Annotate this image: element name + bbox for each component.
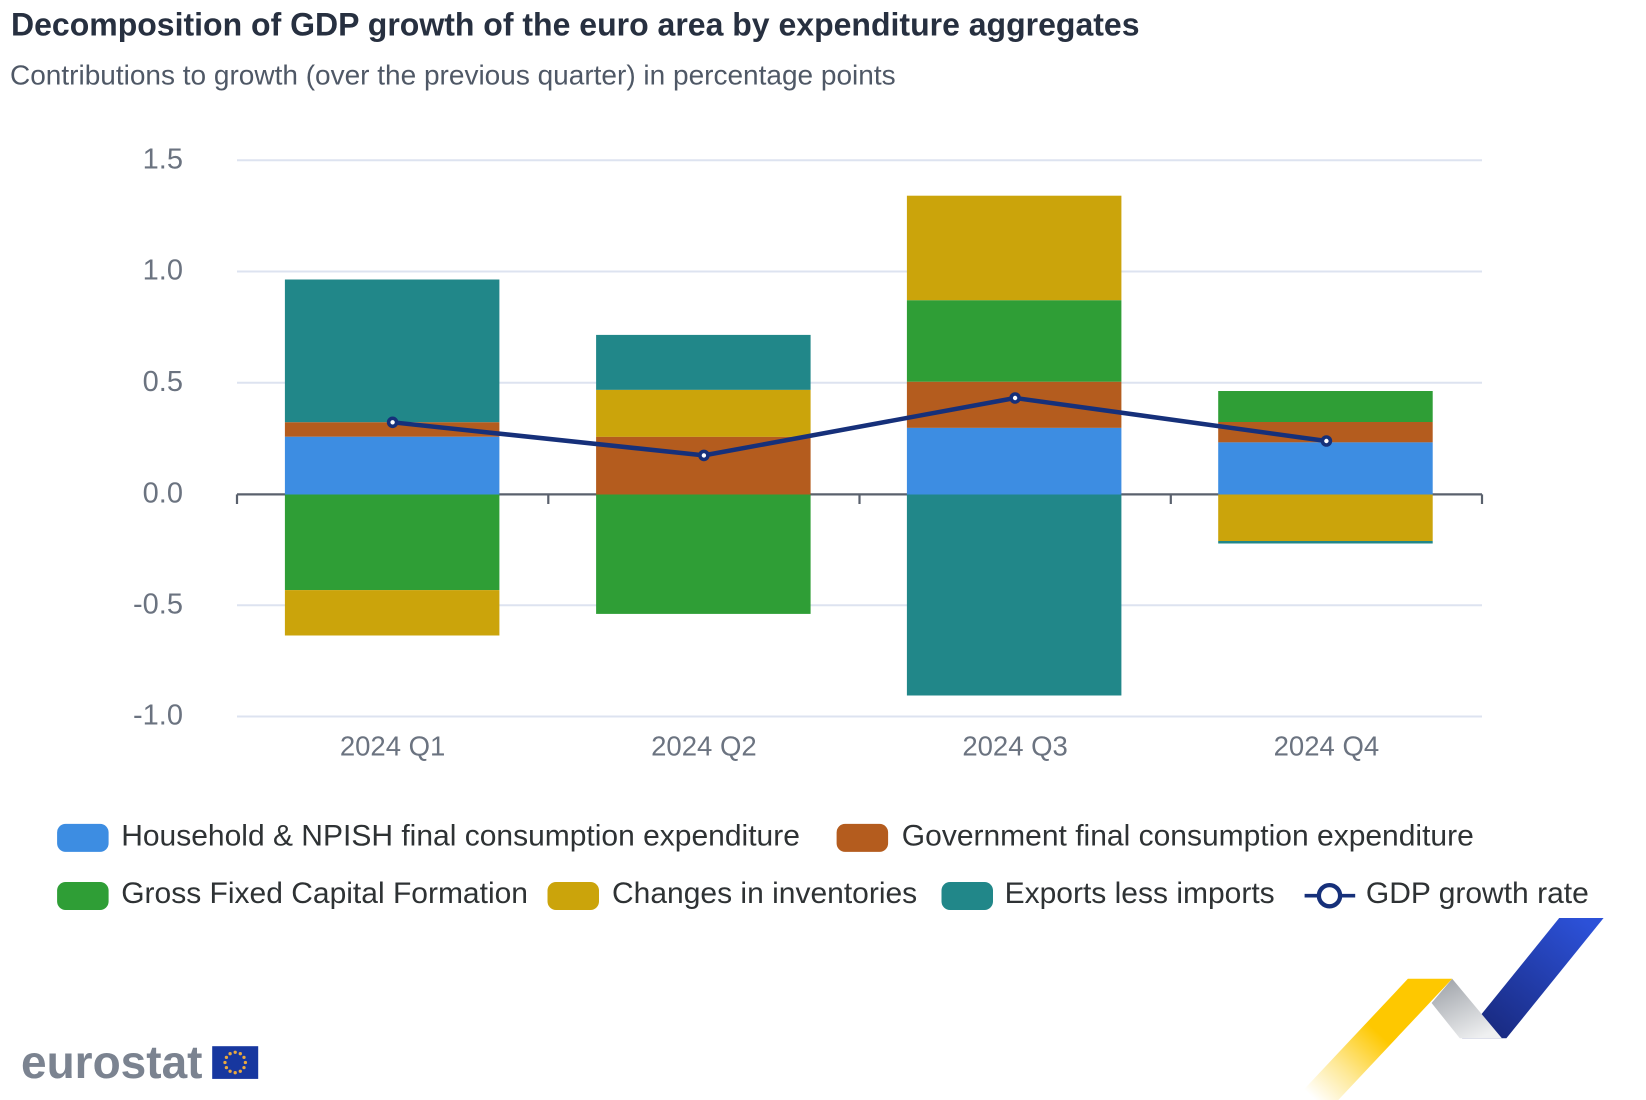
svg-text:1.0: 1.0	[143, 255, 183, 287]
svg-text:1.5: 1.5	[143, 143, 183, 175]
svg-text:Household & NPISH final consum: Household & NPISH final consumption expe…	[121, 819, 800, 852]
svg-text:2024 Q4: 2024 Q4	[1274, 731, 1380, 762]
svg-text:-1.0: -1.0	[133, 700, 183, 732]
svg-text:2024 Q2: 2024 Q2	[651, 731, 757, 762]
svg-text:Decomposition of GDP growth of: Decomposition of GDP growth of the euro …	[11, 7, 1139, 43]
svg-text:0.0: 0.0	[143, 478, 183, 510]
svg-text:Changes in inventories: Changes in inventories	[612, 877, 917, 910]
svg-text:Gross Fixed Capital Formation: Gross Fixed Capital Formation	[121, 877, 528, 910]
svg-text:0.5: 0.5	[143, 366, 183, 398]
svg-text:2024 Q1: 2024 Q1	[340, 731, 446, 762]
svg-text:GDP growth rate: GDP growth rate	[1366, 877, 1589, 910]
svg-text:2024 Q3: 2024 Q3	[962, 731, 1068, 762]
svg-text:Contributions to growth (over: Contributions to growth (over the previo…	[10, 60, 896, 91]
svg-text:Exports less imports: Exports less imports	[1005, 877, 1275, 910]
svg-text:-0.5: -0.5	[133, 588, 183, 620]
svg-text:eurostat: eurostat	[21, 1036, 202, 1088]
svg-text:Government final consumption e: Government final consumption expenditure	[902, 819, 1474, 852]
